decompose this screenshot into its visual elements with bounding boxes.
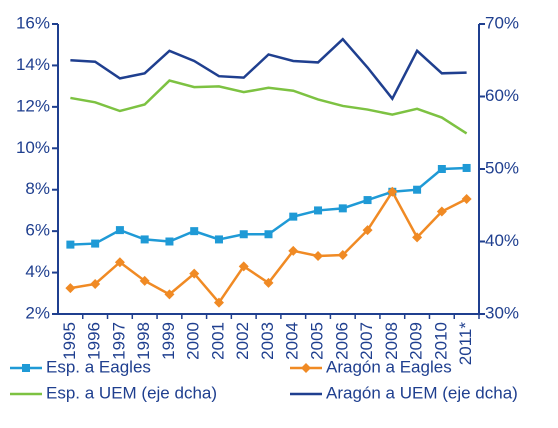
legend-label: Esp. a Eagles (46, 357, 151, 376)
x-tick-label: 1996 (85, 322, 104, 360)
y2-tick-label: 30% (485, 303, 519, 322)
point-marker (190, 227, 199, 236)
point-marker (139, 275, 150, 286)
x-tick-label: 1999 (159, 322, 178, 360)
point-marker (289, 212, 298, 221)
y-tick-label: 16% (16, 13, 50, 32)
point-marker (313, 251, 324, 261)
x-tick-label: 2002 (233, 322, 252, 360)
x-tick-label: 2000 (184, 322, 203, 360)
point-marker (65, 283, 76, 294)
point-marker (66, 240, 75, 249)
point-marker (91, 239, 100, 248)
y-tick-label: 6% (25, 221, 50, 240)
point-marker (363, 196, 372, 205)
x-tick-label: 2007 (357, 322, 376, 360)
x-tick-label: 2008 (382, 322, 401, 360)
y2-tick-label: 60% (485, 86, 519, 105)
point-marker (337, 249, 348, 260)
series-line (70, 79, 468, 135)
point-marker (314, 206, 323, 215)
x-tick-label: 1998 (134, 322, 153, 360)
legend-label: Aragón a Eagles (326, 357, 452, 376)
series-line (70, 37, 467, 101)
y-tick-label: 4% (25, 262, 50, 281)
point-marker (436, 206, 447, 217)
legend-marker (301, 363, 311, 373)
point-marker (164, 289, 175, 300)
point-marker (461, 194, 472, 205)
y-tick-label: 14% (16, 55, 50, 74)
y-tick-label: 12% (16, 96, 50, 115)
point-marker (362, 225, 373, 236)
x-tick-label: 2004 (283, 322, 302, 360)
point-marker (114, 257, 125, 268)
point-marker (140, 235, 149, 244)
point-marker (213, 297, 224, 308)
x-tick-label: 1995 (60, 322, 79, 360)
point-marker (437, 165, 446, 173)
y-tick-label: 8% (25, 179, 50, 198)
point-marker (263, 277, 274, 288)
point-marker (90, 278, 101, 289)
x-tick-label: 2001 (208, 322, 227, 360)
point-marker (387, 186, 398, 197)
x-tick-label: 2005 (308, 322, 327, 360)
x-tick-label: 1997 (109, 322, 128, 360)
point-marker (189, 268, 200, 279)
legend-label: Esp. a UEM (eje dcha) (46, 383, 217, 402)
point-marker (115, 226, 124, 235)
point-marker (462, 163, 471, 172)
y2-tick-label: 40% (485, 231, 519, 250)
point-marker (264, 230, 273, 239)
legend-marker (22, 364, 30, 372)
y-tick-label: 10% (16, 138, 50, 157)
point-marker (413, 185, 422, 194)
point-marker (412, 232, 423, 243)
x-tick-label: 2011* (456, 322, 475, 366)
x-tick-label: 2006 (332, 322, 351, 360)
y2-tick-label: 50% (485, 158, 519, 177)
point-marker (338, 204, 347, 213)
point-marker (214, 235, 223, 244)
point-marker (239, 230, 248, 239)
x-tick-label: 2009 (407, 322, 426, 360)
y2-tick-label: 70% (485, 13, 519, 32)
point-marker (288, 245, 299, 256)
x-tick-label: 2003 (258, 322, 277, 360)
legend-label: Aragón a UEM (eje dcha) (326, 383, 518, 402)
x-tick-label: 2010 (431, 322, 450, 360)
y-tick-label: 2% (25, 303, 50, 322)
point-marker (165, 237, 174, 246)
point-marker (238, 261, 249, 272)
